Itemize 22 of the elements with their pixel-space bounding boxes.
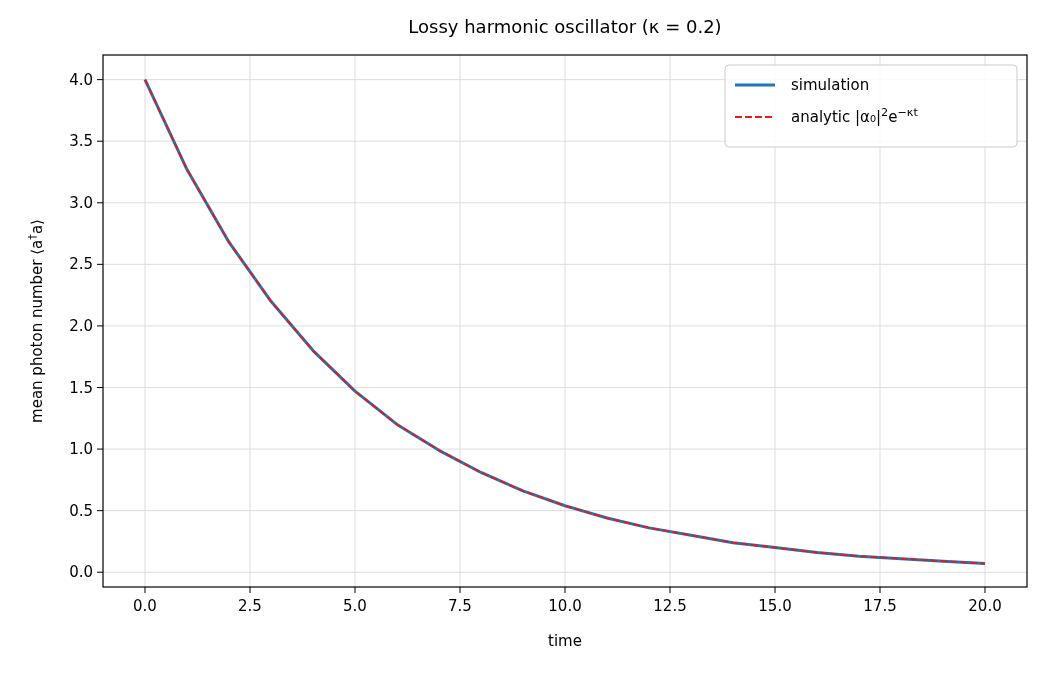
- x-tick-label: 7.5: [448, 597, 472, 615]
- y-tick-label: 2.5: [69, 255, 93, 274]
- y-tick-label: 3.5: [69, 132, 93, 151]
- y-tick-label: 0.5: [69, 501, 93, 520]
- x-tick-label: 15.0: [758, 597, 792, 615]
- x-tick-label: 2.5: [238, 597, 262, 615]
- y-tick-label: 3.0: [69, 193, 93, 212]
- x-tick-label: 5.0: [343, 597, 367, 615]
- y-tick-label: 0.0: [69, 563, 93, 582]
- x-tick-label: 20.0: [968, 597, 1002, 615]
- x-tick-label: 12.5: [653, 597, 687, 615]
- y-tick-label: 1.0: [69, 440, 93, 459]
- x-tick-label: 0.0: [133, 597, 157, 615]
- legend-label: simulation: [791, 76, 870, 94]
- legend-label: analytic |α₀|$^{2}$e$^{−κt}$: [791, 105, 919, 126]
- x-tick-label: 10.0: [548, 597, 582, 615]
- chart-title: Lossy harmonic oscillator (κ = 0.2): [408, 16, 722, 37]
- y-tick-label: 1.5: [69, 378, 93, 397]
- x-axis-title: time: [548, 632, 582, 650]
- y-tick-label: 4.0: [69, 70, 93, 89]
- y-tick-label: 2.0: [69, 316, 93, 335]
- x-tick-label: 17.5: [863, 597, 897, 615]
